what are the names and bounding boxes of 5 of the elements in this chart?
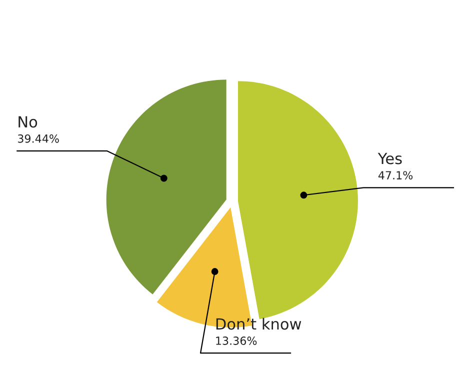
data-label: 39.44%	[18, 134, 59, 143]
data-label: 47.1%	[378, 171, 413, 180]
data-label: 13.36%	[216, 336, 257, 345]
slice-label: No	[18, 116, 38, 128]
slice-label: Yes	[378, 152, 402, 164]
